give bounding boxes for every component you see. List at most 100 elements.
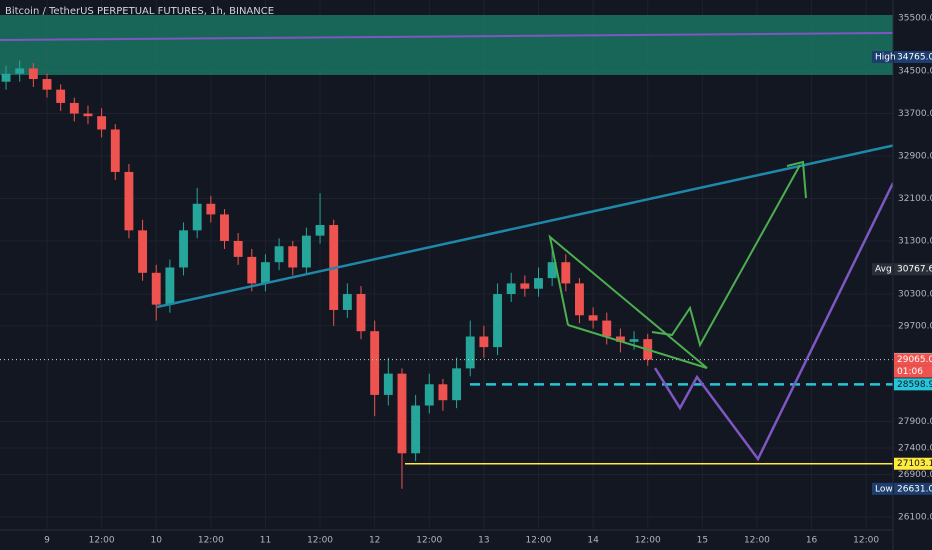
- candle-body: [615, 336, 625, 342]
- candle-body: [15, 68, 25, 74]
- candle-body: [151, 272, 161, 305]
- price-tag-name-bg: [872, 263, 893, 276]
- candle-body: [247, 256, 257, 284]
- candle-body: [28, 68, 38, 80]
- candle-body: [97, 116, 107, 130]
- candle-body: [383, 373, 393, 395]
- candle-body: [315, 225, 325, 236]
- y-tick-label: 27900.0: [898, 417, 932, 427]
- x-tick-label: 9: [44, 536, 50, 546]
- candle-body: [192, 203, 202, 231]
- candle-body: [138, 230, 148, 273]
- candle-body: [506, 283, 516, 295]
- candle-body: [397, 373, 407, 454]
- y-tick-label: 33700.0: [898, 109, 932, 119]
- candle-body: [493, 294, 502, 348]
- candle-body: [233, 240, 243, 257]
- price-tag: [894, 378, 932, 391]
- candle-body: [342, 294, 352, 310]
- y-tick-label: 35500.0: [898, 13, 932, 23]
- candle-body: [370, 331, 380, 395]
- price-tag-label: 29065.0: [897, 355, 932, 365]
- bear-path: [653, 182, 895, 462]
- candle-body: [1, 73, 11, 82]
- wedge: [548, 234, 708, 369]
- candle-body: [356, 294, 366, 332]
- candle-body: [424, 384, 434, 406]
- price-tag-label: 28598.9: [897, 380, 932, 390]
- candle-body: [220, 214, 229, 241]
- price-tag-label: 34765.0: [897, 53, 932, 63]
- candle-body: [124, 171, 134, 231]
- price-tag-name-bg: [872, 51, 893, 64]
- candle-body: [274, 246, 284, 263]
- candle-body: [288, 246, 298, 268]
- candle-body: [56, 89, 66, 103]
- grid: [0, 0, 893, 530]
- candle-body: [452, 368, 462, 401]
- x-tick-label: 10: [151, 536, 163, 546]
- bull-path: [651, 164, 801, 348]
- candle-body: [479, 336, 489, 348]
- supply-zone: [0, 15, 893, 75]
- x-tick-label: 12:00: [635, 536, 661, 546]
- arrow-head: [786, 160, 807, 199]
- price-tag: [894, 482, 932, 495]
- x-tick-label: 12:00: [307, 536, 333, 546]
- price-tag-name: Low: [875, 484, 893, 494]
- price-tag-name: Avg: [875, 265, 892, 275]
- x-tick-label: 13: [478, 536, 489, 546]
- candle-body: [561, 262, 571, 284]
- candle-body: [588, 315, 598, 321]
- price-tag-name: High: [875, 53, 896, 63]
- candle-body: [179, 230, 188, 268]
- y-tick-label: 30300.0: [898, 290, 932, 300]
- x-tick-label: 12:00: [526, 536, 552, 546]
- candle-body: [165, 267, 175, 305]
- countdown: 01:06: [897, 367, 923, 377]
- candle-body: [301, 235, 311, 268]
- candles: [1, 60, 653, 489]
- x-tick-label: 12:00: [198, 536, 224, 546]
- candle-body: [261, 262, 270, 284]
- price-tag-label: 30767.6: [897, 265, 932, 275]
- y-tick-label: 27400.0: [898, 443, 932, 453]
- price-tag: [894, 457, 932, 470]
- x-tick-label: 16: [806, 536, 818, 546]
- countdown-bg: [894, 365, 932, 378]
- candle-body: [602, 320, 612, 337]
- y-tick-label: 32100.0: [898, 194, 932, 204]
- x-tick-label: 15: [697, 536, 708, 546]
- candle-body: [575, 283, 584, 316]
- y-tick-label: 26100.0: [898, 512, 932, 522]
- candle-body: [206, 203, 216, 215]
- candle-body: [69, 102, 79, 114]
- candle-body: [547, 262, 557, 279]
- candle-body: [629, 339, 639, 342]
- price-tag-name-bg: [872, 482, 893, 495]
- price-tag: [894, 353, 932, 366]
- time-axis: [0, 530, 893, 550]
- y-tick-label: 26900.0: [898, 470, 932, 480]
- x-tick-label: 12:00: [89, 536, 115, 546]
- candle-body: [42, 79, 52, 90]
- resistance-line: [0, 32, 894, 41]
- y-tick-label: 34500.0: [898, 67, 932, 77]
- price-tag-label: 26631.0: [897, 484, 932, 494]
- x-tick-label: 14: [587, 536, 599, 546]
- x-tick-label: 12:00: [853, 536, 879, 546]
- candle-body: [438, 384, 448, 401]
- candle-body: [411, 405, 421, 454]
- x-tick-label: 12:00: [416, 536, 442, 546]
- y-tick-label: 32900.0: [898, 152, 932, 162]
- y-tick-label: 31300.0: [898, 236, 932, 246]
- candle-body: [534, 278, 543, 289]
- x-tick-label: 12: [369, 536, 380, 546]
- price-tag: [894, 51, 932, 64]
- chart-title: Bitcoin / TetherUS PERPETUAL FUTURES, 1h…: [5, 6, 274, 17]
- candle-body: [520, 283, 530, 289]
- candle-body: [83, 113, 93, 117]
- price-tag-label: 27103.1: [897, 459, 932, 469]
